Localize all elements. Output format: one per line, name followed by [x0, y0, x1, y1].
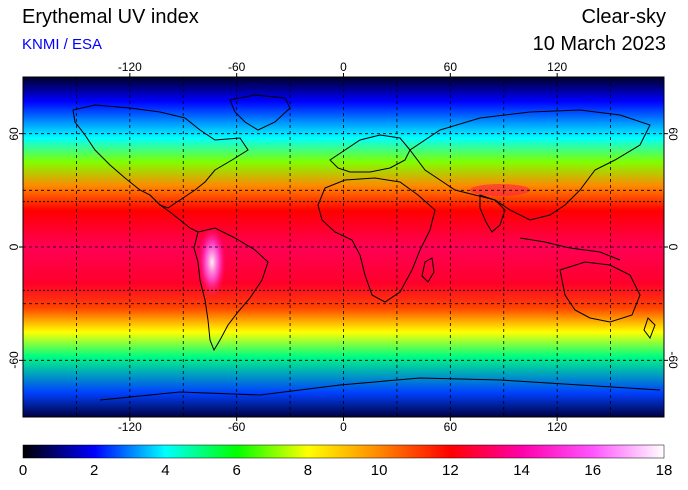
colorbar-tick-label: 18 — [655, 462, 673, 479]
coastlines — [72, 94, 661, 401]
tropic-lines — [23, 201, 664, 291]
colorbar-tick-label: 10 — [370, 462, 388, 479]
lon-label-top: -60 — [227, 60, 246, 74]
lon-label-bottom: 60 — [443, 420, 458, 434]
lon-label-top: -120 — [117, 60, 142, 74]
colorbar-tick-label: 12 — [441, 462, 459, 479]
date-label: 10 March 2023 — [532, 33, 666, 55]
colorbar-tick-label: 6 — [232, 462, 241, 479]
coast-europe — [329, 134, 411, 173]
coast-greenland — [229, 94, 291, 131]
coast-indonesia — [519, 237, 621, 261]
axis-ticks — [19, 73, 668, 421]
lon-label-top: 60 — [443, 60, 458, 74]
andes-hotspot — [198, 226, 226, 298]
lon-label-top: 0 — [340, 60, 347, 74]
lon-label-bottom: -120 — [117, 420, 142, 434]
lon-label-bottom: 120 — [547, 420, 568, 434]
colorbar-strip — [22, 444, 665, 459]
colorbar-tick-label: 0 — [18, 462, 28, 479]
lon-label-bottom: 0 — [340, 420, 347, 434]
sky-mode-label: Clear-sky — [581, 6, 666, 28]
colorbar-tick-label: 14 — [513, 462, 530, 479]
coast-antarctica — [99, 377, 661, 401]
lon-label-top: 120 — [547, 60, 568, 74]
coast-asia — [409, 109, 651, 221]
colorbar-tick-label: 2 — [90, 462, 99, 479]
colorbar-tick-label: 4 — [161, 462, 170, 479]
coast-south-america — [193, 227, 269, 352]
colorbar-tick-label: 16 — [584, 462, 602, 479]
coast-central-america — [149, 194, 199, 233]
map-title: Erythemal UV index — [22, 6, 199, 28]
graticule — [23, 77, 664, 417]
coast-new-zealand — [643, 317, 656, 340]
coast-australia — [559, 261, 641, 323]
coast-africa — [317, 177, 436, 303]
coast-madagascar — [421, 257, 435, 283]
coast-north-america — [72, 104, 249, 209]
lon-label-bottom: -60 — [227, 420, 246, 434]
credit-label: KNMI / ESA — [22, 36, 103, 53]
colorbar-tick-label: 8 — [303, 462, 313, 479]
